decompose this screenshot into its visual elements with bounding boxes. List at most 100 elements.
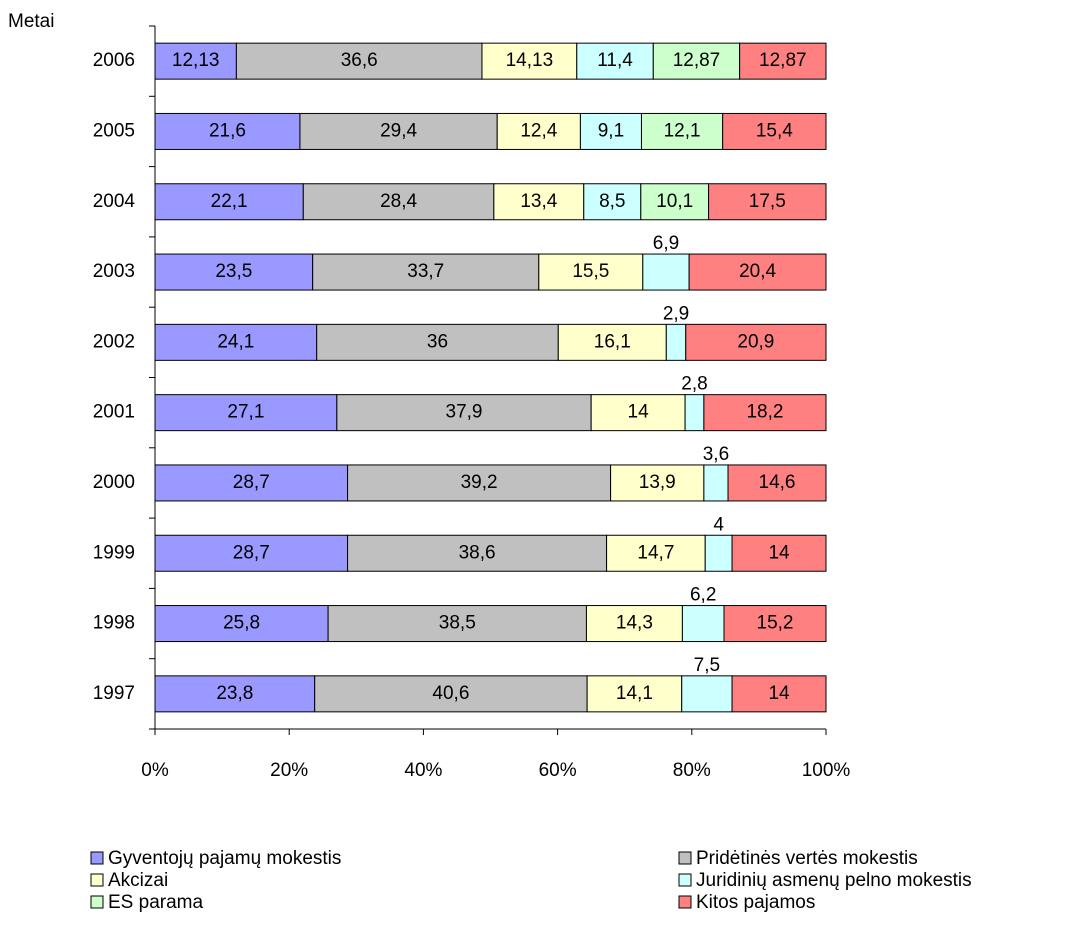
y-tick-label: 1997 — [93, 683, 135, 704]
bar-segment — [235, 42, 483, 80]
data-label: 16,1 — [594, 331, 631, 352]
bar-segment — [154, 112, 301, 150]
data-label: 40,6 — [432, 683, 469, 704]
bar-segment — [496, 112, 581, 150]
legend-swatch — [678, 851, 692, 865]
bar-segment — [681, 605, 725, 643]
data-label: 9,1 — [598, 120, 624, 141]
data-label: 28,7 — [233, 542, 270, 563]
data-label: 14,13 — [506, 50, 554, 71]
data-label: 13,4 — [520, 191, 557, 212]
bar-segment — [154, 394, 338, 432]
data-label: 28,4 — [380, 191, 417, 212]
data-label: 18,2 — [746, 402, 783, 423]
data-label: 36 — [427, 331, 448, 352]
data-label: 6,9 — [653, 233, 679, 254]
x-tick-label: 20% — [270, 760, 308, 781]
bar-segment — [731, 534, 827, 572]
bar-segment — [704, 534, 733, 572]
y-tick-label: 2003 — [93, 261, 135, 282]
data-label: 33,7 — [407, 261, 444, 282]
bar-segment — [610, 464, 705, 502]
data-label: 6,2 — [690, 585, 716, 606]
y-tick-label: 2002 — [93, 331, 135, 352]
data-label: 12,13 — [172, 50, 220, 71]
bar-segment — [642, 253, 690, 291]
bar-segment — [739, 42, 827, 80]
data-label: 14 — [628, 402, 650, 423]
legend-label: ES parama — [108, 892, 203, 913]
data-label: 12,4 — [520, 120, 557, 141]
data-label: 21,6 — [209, 120, 246, 141]
bar-segment — [302, 183, 495, 221]
y-tick-label: 2006 — [93, 50, 135, 71]
y-tick-label: 2004 — [93, 191, 136, 212]
data-label: 13,9 — [639, 472, 676, 493]
bar-segment — [688, 253, 827, 291]
data-label: 14,7 — [637, 542, 674, 563]
data-label: 36,6 — [341, 50, 378, 71]
bar-segment — [727, 464, 827, 502]
data-label: 23,5 — [215, 261, 252, 282]
data-label: 3,6 — [703, 444, 729, 465]
data-label: 39,2 — [461, 472, 498, 493]
bar-segment — [590, 394, 686, 432]
data-label: 10,1 — [656, 191, 693, 212]
bar-segment — [316, 323, 559, 361]
data-label: 22,1 — [211, 191, 248, 212]
data-label: 12,1 — [664, 120, 701, 141]
data-label: 24,1 — [217, 331, 254, 352]
data-label: 14,3 — [616, 613, 653, 634]
legend-swatch — [90, 895, 104, 909]
bar-segment — [731, 675, 827, 713]
data-label: 12,87 — [673, 50, 721, 71]
bar-segment — [640, 112, 724, 150]
bar-segment — [703, 394, 827, 432]
bar-segment — [538, 253, 644, 291]
bar-segment — [722, 112, 827, 150]
data-label: 38,5 — [439, 613, 476, 634]
bar-segment — [579, 112, 642, 150]
data-label: 14 — [768, 683, 790, 704]
x-tick-label: 40% — [404, 760, 442, 781]
bar-segment — [154, 323, 318, 361]
bar-segment — [154, 605, 329, 643]
data-label: 12,87 — [759, 50, 807, 71]
data-label: 2,9 — [663, 303, 689, 324]
bar-segment — [723, 605, 827, 643]
x-tick-label: 100% — [802, 760, 851, 781]
x-tick-label: 0% — [141, 760, 169, 781]
data-label: 2,8 — [681, 374, 707, 395]
bar-segment — [154, 534, 349, 572]
data-label: 14,6 — [759, 472, 796, 493]
bar-segment — [557, 323, 667, 361]
data-label: 4 — [713, 514, 724, 535]
bar-segment — [708, 183, 827, 221]
bar-segment — [336, 394, 592, 432]
bar-segment — [665, 323, 687, 361]
data-label: 15,4 — [756, 120, 793, 141]
bar-segment — [685, 323, 827, 361]
bar-segment — [493, 183, 585, 221]
y-tick-label: 2001 — [93, 402, 135, 423]
bar-segment — [347, 464, 612, 502]
x-tick-label: 80% — [673, 760, 711, 781]
bar-segment — [684, 394, 705, 432]
legend-label: Akcizai — [108, 870, 168, 891]
bar-segment — [606, 534, 706, 572]
legend-label: Kitos pajamos — [696, 892, 815, 913]
x-tick-label: 60% — [539, 760, 577, 781]
legend-label: Gyventojų pajamų mokestis — [108, 848, 341, 869]
data-label: 11,4 — [597, 50, 633, 71]
data-label: 15,5 — [572, 261, 609, 282]
bar-segment — [154, 42, 237, 80]
y-tick-label: 1999 — [93, 542, 135, 563]
data-label: 25,8 — [223, 613, 260, 634]
data-label: 8,5 — [599, 191, 625, 212]
data-label: 29,4 — [380, 120, 417, 141]
data-label: 37,9 — [446, 402, 483, 423]
y-axis-label: Metai — [8, 11, 54, 32]
data-label: 20,9 — [737, 331, 774, 352]
bar-segment — [327, 605, 587, 643]
